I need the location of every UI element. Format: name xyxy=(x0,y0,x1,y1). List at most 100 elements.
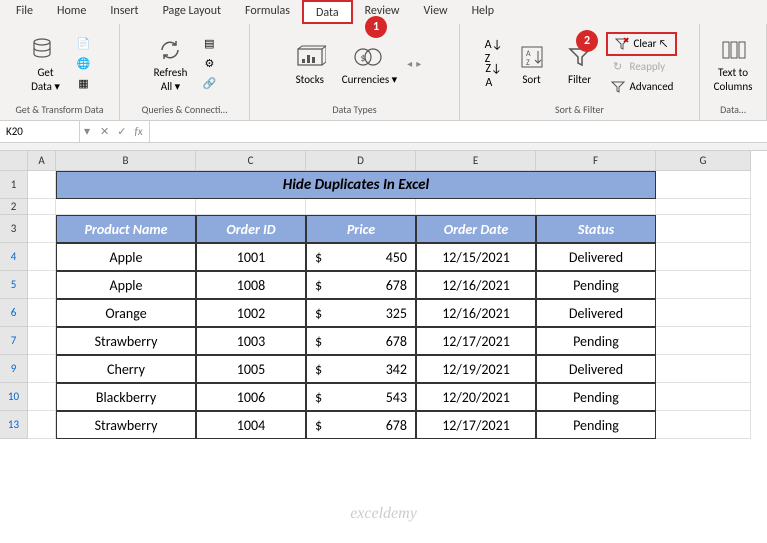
formula-bar[interactable] xyxy=(149,121,767,142)
table-cell[interactable]: Pending xyxy=(536,327,656,355)
table-cell[interactable]: 1001 xyxy=(196,243,306,271)
row-header-13[interactable]: 13 xyxy=(0,411,28,439)
row-header-2[interactable]: 2 xyxy=(0,199,28,215)
tab-home[interactable]: Home xyxy=(45,0,98,24)
table-cell[interactable]: Strawberry xyxy=(56,327,196,355)
from-table-button[interactable]: ▦ xyxy=(72,75,96,93)
sort-desc-button[interactable]: Z↓A xyxy=(482,67,506,85)
table-cell[interactable]: Strawberry xyxy=(56,411,196,439)
currencies-label: Currencies ▾ xyxy=(342,73,397,86)
table-cell[interactable]: 1002 xyxy=(196,299,306,327)
col-header-D[interactable]: D xyxy=(306,151,416,171)
edit-links-button[interactable]: 🔗 xyxy=(197,75,221,93)
database-icon xyxy=(30,34,62,66)
col-header-C[interactable]: C xyxy=(196,151,306,171)
table-cell[interactable]: Pending xyxy=(536,411,656,439)
tab-file[interactable]: File xyxy=(4,0,45,24)
from-web-button[interactable]: 🌐 xyxy=(72,55,96,73)
sort-asc-icon: A↓Z xyxy=(486,44,502,60)
sort-asc-button[interactable]: A↓Z xyxy=(482,43,506,61)
refresh-all-button[interactable]: RefreshAll ▾ xyxy=(148,32,194,94)
grid[interactable]: Hide Duplicates In ExcelProduct NameOrde… xyxy=(28,171,751,439)
row-header-4[interactable]: 4 xyxy=(0,243,28,271)
name-box[interactable]: K20 xyxy=(0,121,80,142)
ribbon: File Home Insert Page Layout Formulas Da… xyxy=(0,0,767,121)
table-cell[interactable]: 12/15/2021 xyxy=(416,243,536,271)
select-all-corner[interactable] xyxy=(0,151,28,171)
clear-filter-button[interactable]: Clear ↖ xyxy=(606,32,678,56)
reapply-button[interactable]: ↻ Reapply xyxy=(606,58,678,76)
refresh-icon xyxy=(154,34,186,66)
table-cell[interactable]: 1003 xyxy=(196,327,306,355)
from-text-button[interactable]: 📄 xyxy=(72,35,96,53)
col-header-G[interactable]: G xyxy=(656,151,751,171)
fx-button[interactable]: fx xyxy=(134,125,142,138)
table-cell[interactable]: Blackberry xyxy=(56,383,196,411)
table-cell[interactable]: 1004 xyxy=(196,411,306,439)
table-cell[interactable]: $678 xyxy=(306,271,416,299)
currencies-icon: $ xyxy=(353,41,385,73)
cancel-formula-button[interactable]: ✕ xyxy=(100,125,109,138)
row-header-7[interactable]: 7 xyxy=(0,327,28,355)
queries-conn-button[interactable]: ▤ xyxy=(197,35,221,53)
table-cell[interactable]: 1008 xyxy=(196,271,306,299)
table-cell[interactable]: Pending xyxy=(536,383,656,411)
table-cell[interactable]: Apple xyxy=(56,271,196,299)
table-cell[interactable]: Delivered xyxy=(536,299,656,327)
filter-label: Filter xyxy=(568,73,591,86)
table-cell[interactable]: $450 xyxy=(306,243,416,271)
table-cell[interactable]: Cherry xyxy=(56,355,196,383)
currencies-button[interactable]: $ Currencies ▾ xyxy=(336,39,403,88)
table-cell[interactable]: 1005 xyxy=(196,355,306,383)
table-cell[interactable]: 12/20/2021 xyxy=(416,383,536,411)
table-cell[interactable]: Delivered xyxy=(536,243,656,271)
table-cell[interactable]: Apple xyxy=(56,243,196,271)
col-header-E[interactable]: E xyxy=(416,151,536,171)
tab-view[interactable]: View xyxy=(412,0,460,24)
table-cell[interactable]: 12/19/2021 xyxy=(416,355,536,383)
table-cell[interactable]: 12/17/2021 xyxy=(416,411,536,439)
row-header-10[interactable]: 10 xyxy=(0,383,28,411)
properties-button[interactable]: ⚙ xyxy=(197,55,221,73)
row-headers: 123456791013 xyxy=(0,171,28,439)
table-cell[interactable]: $325 xyxy=(306,299,416,327)
table-cell[interactable]: $678 xyxy=(306,411,416,439)
col-header-B[interactable]: B xyxy=(56,151,196,171)
table-header: Order ID xyxy=(196,215,306,243)
sort-button[interactable]: AZ Sort xyxy=(510,39,554,88)
advanced-button[interactable]: Advanced xyxy=(606,78,678,96)
table-cell[interactable]: $678 xyxy=(306,327,416,355)
enter-formula-button[interactable]: ✓ xyxy=(117,125,126,138)
table-cell[interactable]: $543 xyxy=(306,383,416,411)
svg-text:Z: Z xyxy=(526,58,530,68)
watermark: exceldemy xyxy=(350,505,417,523)
advanced-icon xyxy=(610,79,626,95)
table-cell[interactable]: Pending xyxy=(536,271,656,299)
refresh-all-label: RefreshAll ▾ xyxy=(154,66,188,92)
col-header-A[interactable]: A xyxy=(28,151,56,171)
tab-formulas[interactable]: Formulas xyxy=(233,0,302,24)
row-header-9[interactable]: 9 xyxy=(0,355,28,383)
table-cell[interactable]: 12/17/2021 xyxy=(416,327,536,355)
row-header-1[interactable]: 1 xyxy=(0,171,28,199)
tab-help[interactable]: Help xyxy=(460,0,507,24)
table-cell[interactable]: $342 xyxy=(306,355,416,383)
get-data-button[interactable]: GetData ▾ xyxy=(24,32,68,94)
row-header-6[interactable]: 6 xyxy=(0,299,28,327)
tab-data[interactable]: Data xyxy=(302,0,353,24)
row-header-3[interactable]: 3 xyxy=(0,215,28,243)
table-cell[interactable]: 1006 xyxy=(196,383,306,411)
tab-insert[interactable]: Insert xyxy=(98,0,150,24)
table-cell[interactable]: Orange xyxy=(56,299,196,327)
table-cell[interactable]: Delivered xyxy=(536,355,656,383)
tab-pagelayout[interactable]: Page Layout xyxy=(151,0,233,24)
col-header-F[interactable]: F xyxy=(536,151,656,171)
group-label-datatypes: Data Types xyxy=(254,101,455,118)
table-cell[interactable]: 12/16/2021 xyxy=(416,299,536,327)
table-cell[interactable]: 12/16/2021 xyxy=(416,271,536,299)
row-header-5[interactable]: 5 xyxy=(0,271,28,299)
text-to-columns-button[interactable]: Text toColumns xyxy=(708,32,759,94)
sort-icon: AZ xyxy=(516,41,548,73)
sort-label: Sort xyxy=(522,73,540,86)
stocks-button[interactable]: Stocks xyxy=(288,39,332,88)
